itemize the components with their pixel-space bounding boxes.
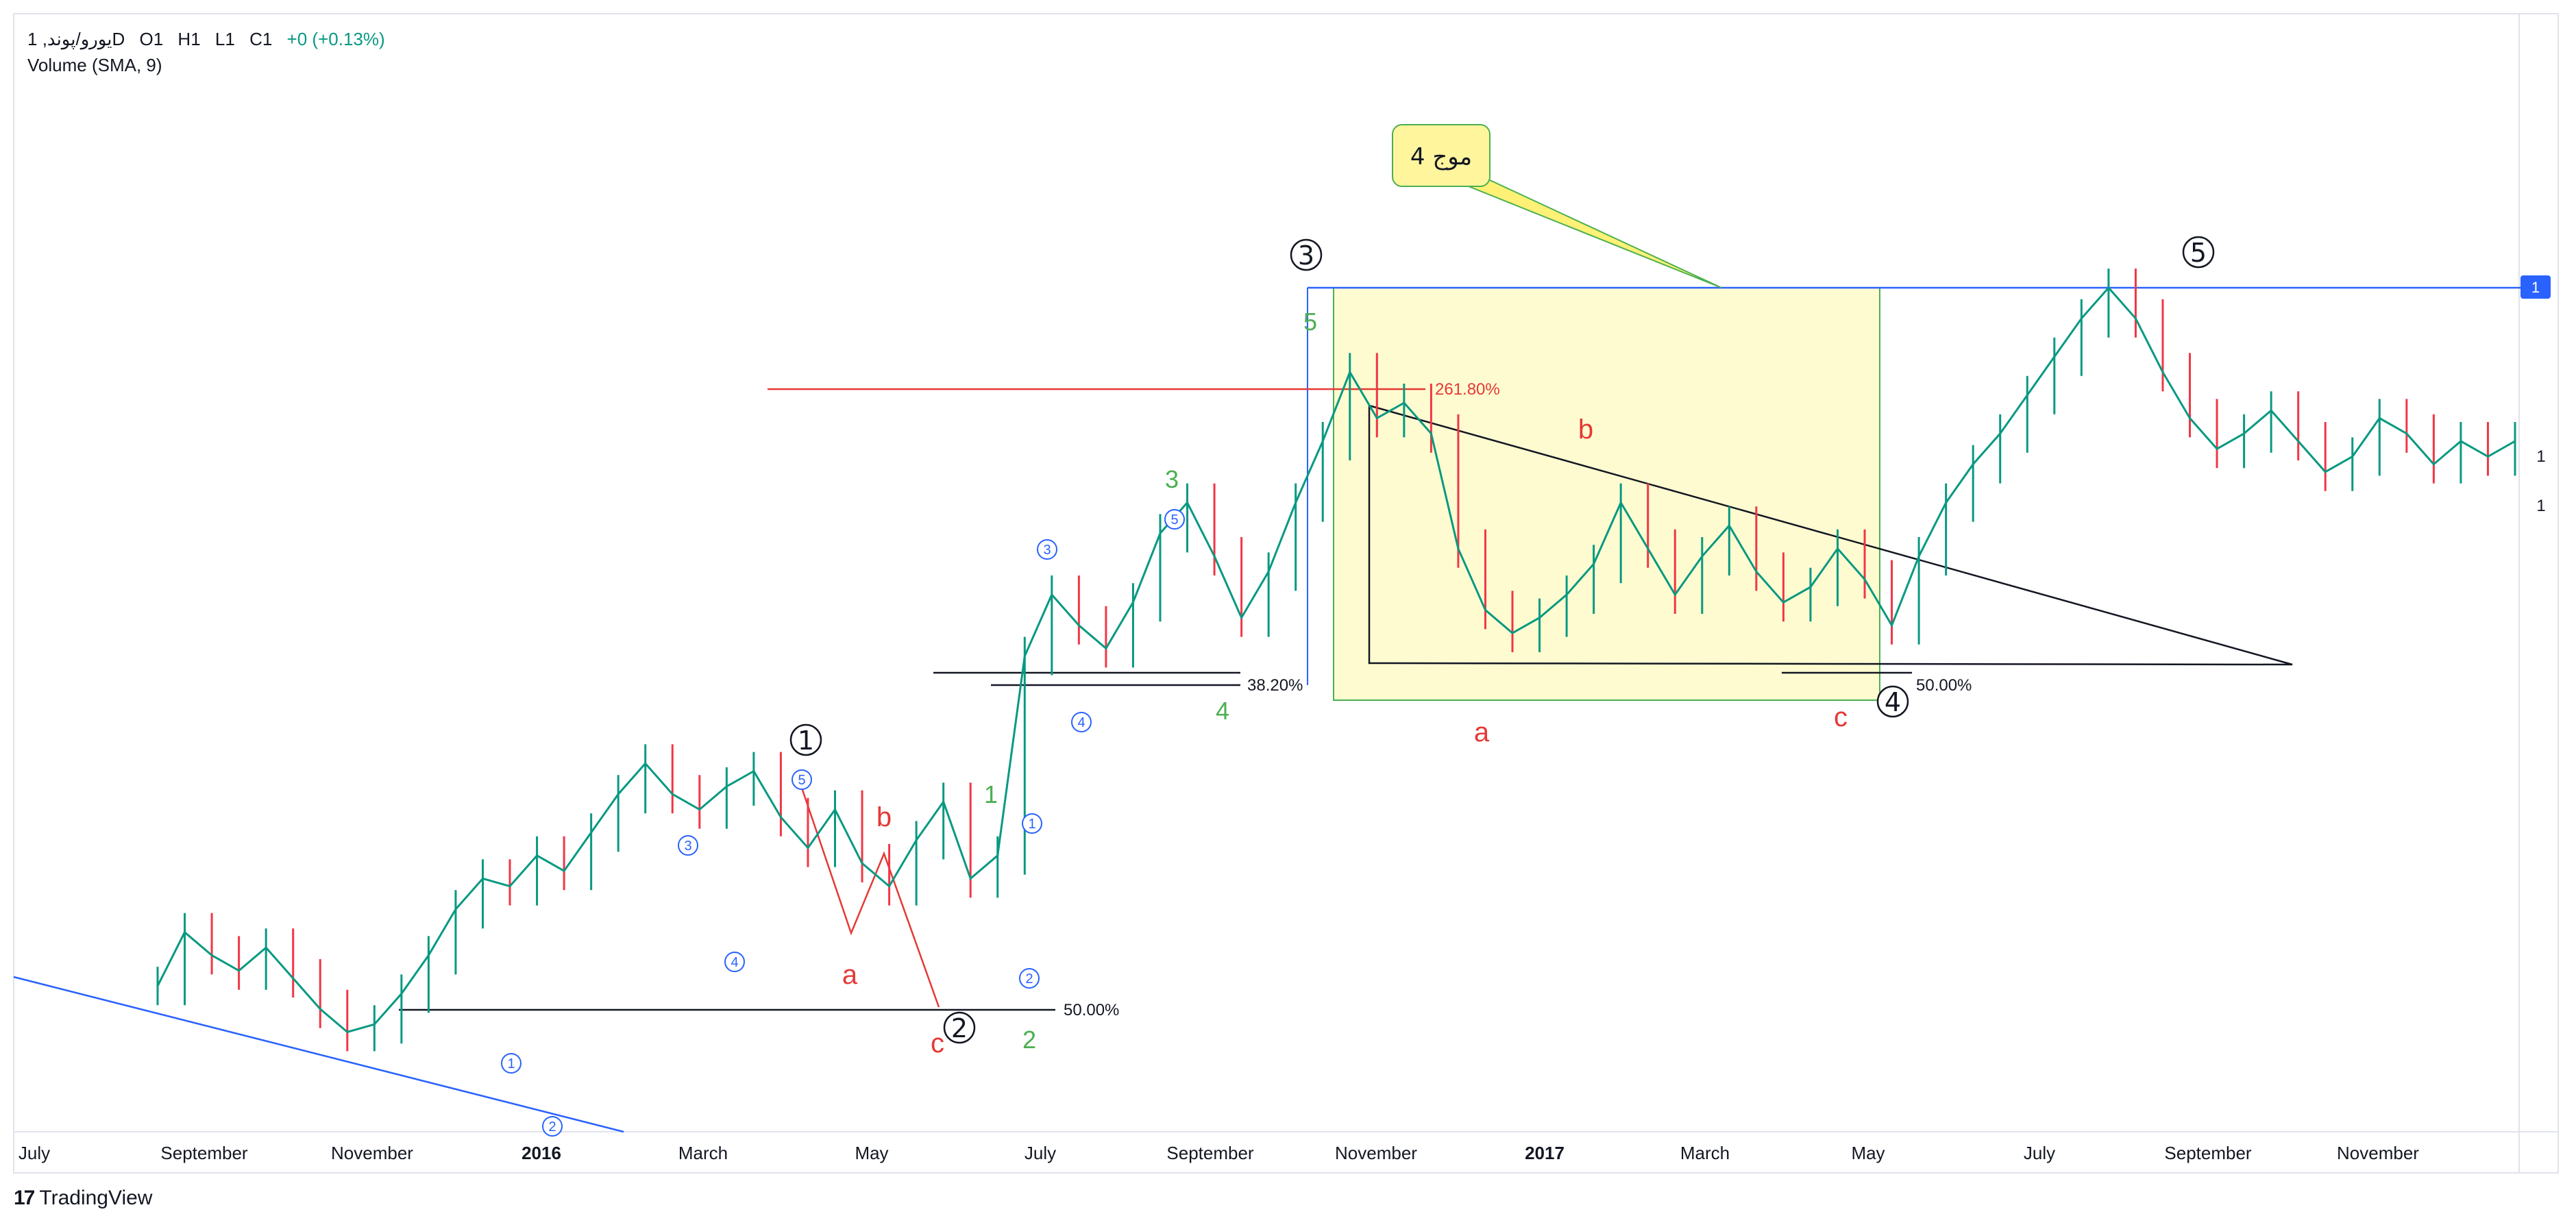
chart-frame bbox=[13, 13, 2559, 1174]
x-tick-label: September bbox=[2164, 1143, 2252, 1163]
blue-wave-circle bbox=[724, 952, 745, 972]
primary-wave-4: 4 bbox=[1885, 687, 1901, 717]
x-tick-label: March bbox=[678, 1143, 728, 1163]
blue-wave-circle bbox=[1019, 968, 1040, 989]
blue-wave-label: 1 bbox=[1028, 817, 1035, 832]
abc-zigzag[interactable] bbox=[800, 787, 940, 1008]
x-tick-label: July bbox=[1025, 1143, 1056, 1163]
x-tick-label: September bbox=[160, 1143, 248, 1163]
primary-wave-3: 3 bbox=[1298, 240, 1314, 271]
chart-legend: یورو/پوند, 1D O1 H1 L1 C1 +0 (+0.13%) Vo… bbox=[27, 26, 395, 78]
blue-wave-label: 5 bbox=[798, 773, 805, 788]
minor-wave-2: 2 bbox=[1022, 1026, 1036, 1054]
blue-wave-circle bbox=[1164, 509, 1185, 530]
y-tick-2: 1 bbox=[2536, 497, 2545, 515]
trendline-blue[interactable] bbox=[13, 976, 624, 1133]
primary-wave-2: 2 bbox=[951, 1013, 968, 1043]
price-line bbox=[156, 286, 2516, 1034]
fib-label-50-upper: 50.00% bbox=[1916, 676, 1972, 695]
primary-wave-4-circle bbox=[1876, 685, 1909, 718]
minor-wave-5: 5 bbox=[1303, 308, 1317, 336]
blue-wave-label: 2 bbox=[548, 1119, 556, 1135]
blue-wave-circle bbox=[1022, 813, 1042, 834]
minor-wave-3: 3 bbox=[1165, 465, 1179, 493]
tradingview-logo[interactable]: 17 TradingView bbox=[14, 1187, 152, 1210]
wave-b-left: b bbox=[876, 802, 892, 832]
fib-label-50-lower: 50.00% bbox=[1064, 1001, 1119, 1019]
blue-wave-circle bbox=[542, 1116, 563, 1137]
ohlc-high: H1 bbox=[177, 29, 201, 49]
callout-box[interactable] bbox=[1392, 124, 1491, 187]
triangle-pattern[interactable] bbox=[1368, 404, 2293, 666]
fib-label-382: 38.20% bbox=[1247, 676, 1303, 695]
primary-wave-5-circle bbox=[2182, 236, 2215, 269]
wave-c-right: c bbox=[1834, 702, 1848, 732]
x-tick-label: May bbox=[855, 1143, 888, 1163]
x-tick-label: September bbox=[1166, 1143, 1254, 1163]
volume-indicator[interactable]: Volume (SMA, 9) bbox=[27, 55, 162, 75]
ohlc-close: C1 bbox=[249, 29, 273, 49]
x-tick-label: November bbox=[1335, 1143, 1417, 1163]
y-tick-1: 1 bbox=[2536, 447, 2545, 466]
change-value: +0 (+0.13%) bbox=[286, 29, 385, 49]
primary-wave-1-circle bbox=[789, 723, 822, 756]
blue-wave-circle bbox=[792, 769, 812, 790]
blue-wave-label: 3 bbox=[684, 839, 691, 854]
blue-wave-label: 2 bbox=[1025, 971, 1033, 987]
ohlc-open: O1 bbox=[139, 29, 164, 49]
price-tag-label: 1 bbox=[2531, 279, 2540, 296]
primary-wave-3-circle bbox=[1290, 238, 1323, 271]
blue-wave-label: 4 bbox=[1077, 715, 1085, 730]
logo-mark: 17 bbox=[14, 1187, 35, 1209]
primary-wave-1: 1 bbox=[798, 726, 814, 756]
primary-wave-5: 5 bbox=[2190, 238, 2207, 268]
x-tick-label: July bbox=[19, 1143, 50, 1163]
ohlc-low: L1 bbox=[214, 29, 235, 49]
x-tick-label: July bbox=[2024, 1143, 2055, 1163]
logo-text: TradingView bbox=[39, 1187, 153, 1209]
wave4-box[interactable] bbox=[1333, 287, 1880, 701]
x-tick-label: March bbox=[1680, 1143, 1730, 1163]
wave-a-right: a bbox=[1474, 717, 1490, 747]
x-tick-label: May bbox=[1851, 1143, 1885, 1163]
blue-wave-label: 4 bbox=[731, 955, 738, 970]
x-tick-label: November bbox=[2337, 1143, 2419, 1163]
x-tick-label: November bbox=[331, 1143, 413, 1163]
wave-a-left: a bbox=[842, 960, 858, 990]
x-tick-label: 2016 bbox=[522, 1143, 561, 1163]
blue-wave-label: 5 bbox=[1170, 512, 1178, 528]
blue-wave-circle bbox=[678, 835, 698, 856]
blue-wave-circle bbox=[1037, 539, 1057, 560]
minor-wave-1: 1 bbox=[984, 780, 998, 808]
blue-wave-label: 3 bbox=[1043, 543, 1051, 558]
price-tag bbox=[2520, 275, 2551, 299]
wave-c-left: c bbox=[931, 1028, 944, 1058]
minor-wave-4: 4 bbox=[1216, 697, 1229, 725]
callout-text: موج 4 bbox=[1410, 143, 1472, 171]
blue-wave-label: 1 bbox=[507, 1056, 515, 1071]
primary-wave-2-circle bbox=[943, 1011, 976, 1044]
blue-wave-circle bbox=[501, 1053, 522, 1074]
fib-label-261: 261.80% bbox=[1435, 380, 1500, 399]
blue-wave-circle bbox=[1071, 712, 1092, 732]
wave-b-right: b bbox=[1578, 414, 1593, 445]
x-tick-label: 2017 bbox=[1525, 1143, 1565, 1163]
symbol-label[interactable]: یورو/پوند, 1D bbox=[27, 29, 125, 49]
